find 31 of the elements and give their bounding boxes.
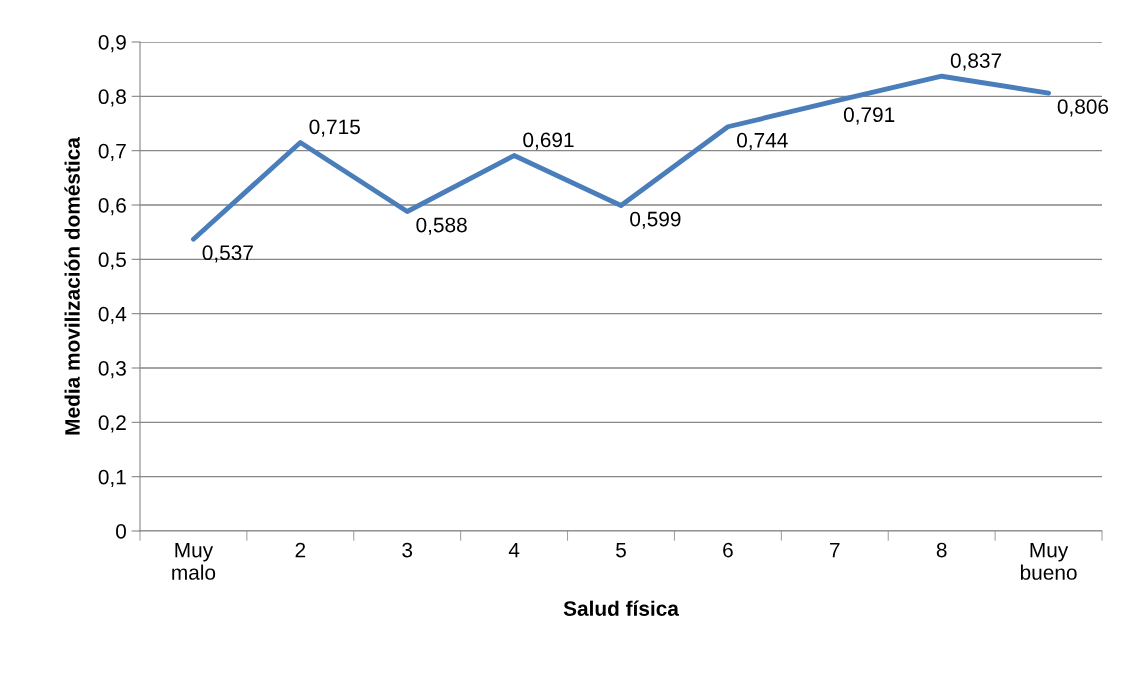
- line-series: [191, 73, 1051, 242]
- y-tick-label: 0,1: [98, 469, 126, 487]
- data-label: 0,715: [309, 119, 360, 137]
- x-tick-label: 2: [295, 542, 306, 558]
- x-tick-label: 5: [616, 542, 626, 558]
- x-tick-label: Muy bueno: [1020, 542, 1077, 580]
- y-tick-label: 0,2: [98, 415, 126, 433]
- x-tick-label: 6: [723, 542, 733, 558]
- data-label: 0,744: [737, 132, 788, 151]
- data-label: 0,588: [416, 217, 467, 235]
- y-tick-label: 0,4: [98, 306, 127, 324]
- y-tick-label: 0,9: [98, 35, 126, 53]
- data-label: 0,691: [523, 132, 574, 150]
- y-tick-label: 0,8: [98, 89, 126, 107]
- data-label: 0,837: [950, 53, 1002, 71]
- y-tick-label: 0: [116, 524, 126, 539]
- x-tick-label: 8: [936, 542, 947, 558]
- x-tick-label: Muy malo: [172, 542, 216, 580]
- data-label: 0,537: [202, 245, 253, 263]
- y-axis-title: Media movilización doméstica: [64, 137, 80, 435]
- y-tick-label: 0,7: [98, 143, 126, 161]
- x-tick-label: 3: [402, 542, 413, 558]
- x-tick-label: 4: [508, 542, 520, 558]
- data-label: 0,599: [630, 211, 681, 229]
- data-label: 0,791: [843, 107, 895, 125]
- y-tick-label: 0,6: [98, 198, 126, 216]
- y-tick-label: 0,3: [98, 361, 126, 379]
- y-tick-label: 0,5: [98, 252, 126, 270]
- x-tick-label: 7: [830, 542, 840, 558]
- x-axis-title: Salud física: [563, 600, 680, 616]
- data-label: 0,806: [1057, 99, 1109, 117]
